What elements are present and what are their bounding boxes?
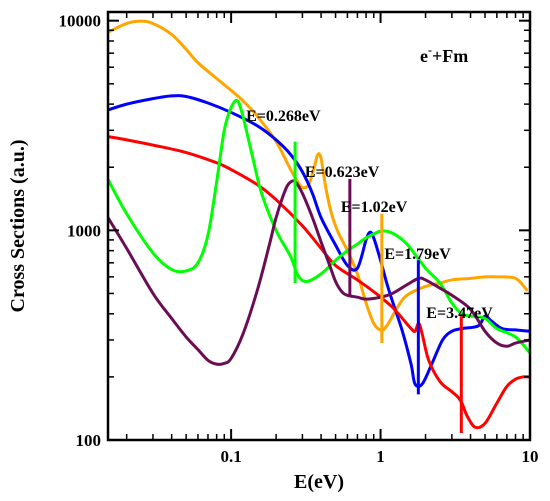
y-tick-label: 1000: [67, 221, 101, 240]
series-layer: [108, 19, 530, 430]
reaction-label: e-+Fm: [420, 43, 468, 66]
resonance-label-1: E=0.268eV: [246, 108, 321, 125]
reaction-label-base: e: [420, 46, 428, 66]
resonance-label-5: E=3.47eV: [426, 305, 493, 322]
x-tick-label: 1: [376, 447, 385, 466]
series-line-3: [108, 135, 530, 430]
resonance-marker-layer: [293, 141, 463, 433]
x-axis-title: E(eV): [294, 471, 344, 493]
x-tick-label: 10: [522, 447, 539, 466]
series-line-4: [108, 98, 530, 355]
y-tick-label: 100: [76, 431, 102, 450]
plot-frame: [106, 10, 532, 442]
resonance-label-4: E=1.79eV: [384, 246, 451, 263]
y-axis-title: Cross Sections (a.u.): [7, 140, 29, 313]
tick-layer: 0.1 1 10 100 1000 10000: [59, 12, 539, 466]
resonance-label-2: E=0.623eV: [305, 164, 380, 181]
resonance-label-3: E=1.02eV: [341, 199, 408, 216]
annotation-layer: E=0.268eV E=0.623eV E=1.02eV E=1.79eV E=3.47…: [246, 108, 493, 322]
y-tick-label: 10000: [59, 12, 102, 31]
reaction-label-superscript: -: [428, 43, 432, 57]
reaction-label-rest: +Fm: [432, 46, 468, 66]
x-tick-label: 0.1: [220, 447, 241, 466]
series-line-2: [108, 94, 530, 388]
series-line-5: [108, 179, 530, 366]
